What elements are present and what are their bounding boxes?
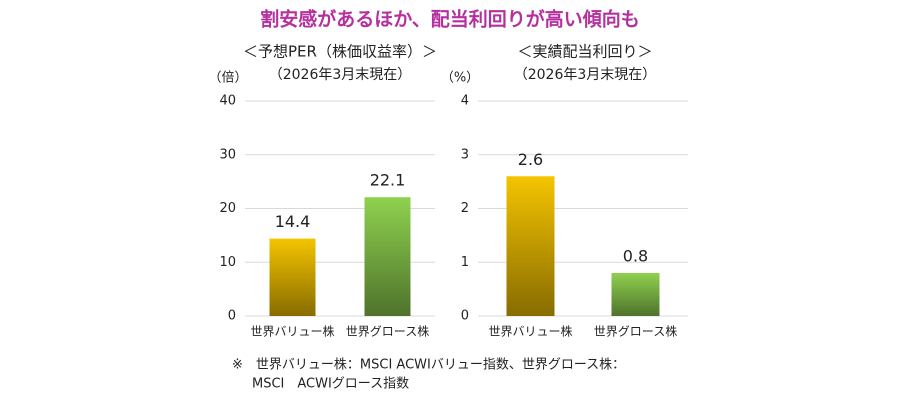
y-tick-label: 1 (461, 255, 469, 270)
chart-title: ＜予想PER（株価収益率）＞ (243, 43, 437, 61)
chart-subtitle: （2026年3月末現在） (514, 67, 657, 83)
chart-subtitle: （2026年3月末現在） (269, 67, 412, 83)
y-tick-label: 20 (219, 201, 236, 216)
y-tick-label: 40 (219, 94, 236, 109)
chart-title: ＜実績配当利回り＞ (517, 43, 652, 61)
footnote: ※ 世界バリュー株：MSCI ACWIバリュー指数、世界グロース株： (232, 358, 625, 373)
y-axis-unit: （倍） (208, 71, 247, 86)
y-axis-unit: （%） (441, 71, 479, 86)
footnote: MSCI ACWIグロース指数 (252, 377, 409, 392)
y-tick-label: 0 (228, 309, 236, 324)
y-tick-label: 0 (461, 309, 469, 324)
x-tick-label: 世界グロース株 (346, 324, 429, 339)
y-tick-label: 30 (219, 147, 236, 162)
y-tick-label: 3 (461, 147, 469, 162)
bar (269, 238, 316, 316)
bar (364, 197, 411, 316)
data-label: 2.6 (518, 150, 543, 169)
y-tick-label: 4 (461, 94, 469, 109)
bar (506, 176, 555, 316)
data-label: 22.1 (370, 171, 406, 190)
data-label: 14.4 (275, 212, 311, 231)
x-tick-label: 世界グロース株 (594, 324, 677, 339)
y-tick-label: 10 (219, 255, 236, 270)
bar (611, 273, 660, 316)
x-tick-label: 世界バリュー株 (488, 324, 572, 339)
page-title: 割安感があるほか、配当利回りが高い傾向も (260, 8, 640, 31)
y-tick-label: 2 (461, 201, 469, 216)
x-tick-label: 世界バリュー株 (250, 324, 334, 339)
data-label: 0.8 (623, 247, 648, 266)
